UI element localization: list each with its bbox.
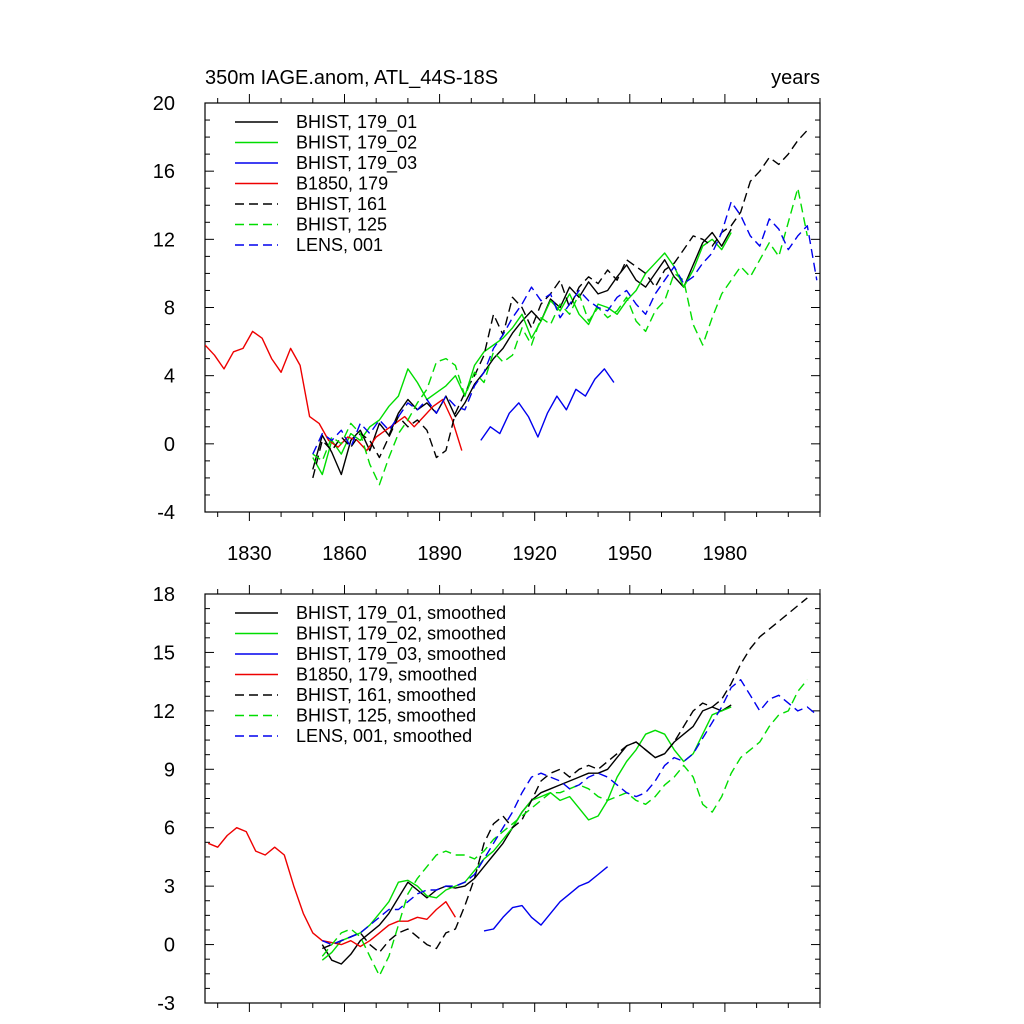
y-tick-label: 16 <box>153 161 175 183</box>
y-tick-label: 4 <box>164 366 175 388</box>
legend-label: LENS, 001 <box>296 235 383 255</box>
legend-label: BHIST, 179_01 <box>296 112 417 133</box>
legend-label: B1850, 179 <box>296 174 388 194</box>
legend-label: BHIST, 179_02 <box>296 133 417 154</box>
series-line-4 <box>322 597 808 954</box>
series-line-1 <box>321 706 732 961</box>
y-tick-label: 3 <box>164 876 175 898</box>
x-tick-label: 1950 <box>608 543 653 565</box>
series-line-3 <box>205 330 463 452</box>
top-panel: -4 0 4 8 12 16 20 1830 1860 1890 1920 1950 1980 350m … <box>153 67 821 565</box>
series-group <box>207 597 818 977</box>
legend-label: BHIST, 179_02, smoothed <box>296 624 506 645</box>
legend-label: BHIST, 179_03, smoothed <box>296 644 506 665</box>
y-tick-label: 0 <box>164 434 175 456</box>
series-line-1 <box>312 232 732 476</box>
legend-label: BHIST, 179_03 <box>296 153 417 174</box>
series-line-5 <box>312 187 808 486</box>
series-line-2 <box>480 368 615 441</box>
y-tick-label: 15 <box>153 642 175 664</box>
x-tick-label: 1890 <box>417 543 462 565</box>
legend-label: BHIST, 179_01, smoothed <box>296 603 506 624</box>
series-line-6 <box>312 201 818 455</box>
x-tick-label: 1860 <box>322 543 367 565</box>
legend-label: BHIST, 125, smoothed <box>296 706 476 726</box>
series-line-4 <box>312 129 808 479</box>
x-tick-label: 1830 <box>227 543 272 565</box>
x-tick-label: 1920 <box>512 543 557 565</box>
series-line-3 <box>207 827 456 948</box>
y-tick-label: 0 <box>164 935 175 957</box>
series-line-5 <box>321 679 808 977</box>
series-line-6 <box>322 679 818 946</box>
y-tick-label: 8 <box>164 298 175 320</box>
series-line-2 <box>483 866 609 932</box>
series-group <box>205 129 818 486</box>
legend-label: BHIST, 161, smoothed <box>296 685 476 705</box>
chart-units-label: years <box>771 67 820 89</box>
y-tick-label: 12 <box>153 701 175 723</box>
y-tick-label: -4 <box>157 502 175 524</box>
y-tick-label: -3 <box>157 993 175 1015</box>
legend-label: BHIST, 125 <box>296 215 387 235</box>
chart-title: 350m IAGE.anom, ATL_44S-18S <box>205 67 498 89</box>
legend-label: LENS, 001, smoothed <box>296 726 472 746</box>
y-tick-label: 9 <box>164 759 175 781</box>
legend-label: B1850, 179, smoothed <box>296 665 477 685</box>
y-tick-label: 12 <box>153 229 175 251</box>
legend-label: BHIST, 161 <box>296 194 387 214</box>
x-tick-label: 1980 <box>703 543 748 565</box>
y-tick-label: 20 <box>153 93 175 115</box>
series-line-0 <box>312 228 732 476</box>
y-tick-label: 18 <box>153 584 175 606</box>
y-tick-label: 6 <box>164 818 175 840</box>
